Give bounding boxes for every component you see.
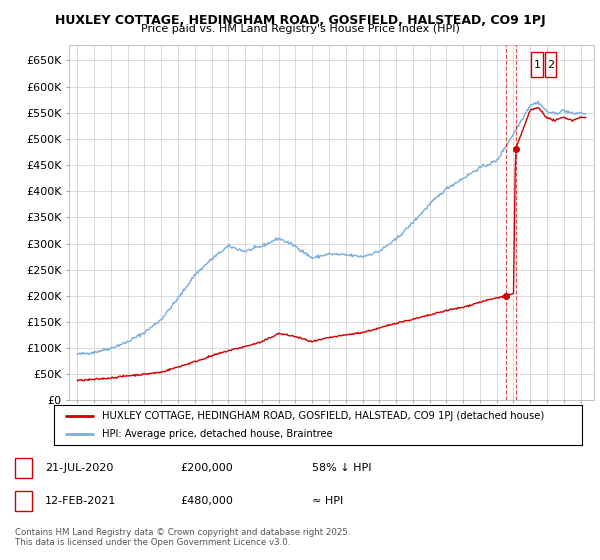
Text: 1: 1 [20, 463, 27, 473]
Text: £480,000: £480,000 [180, 496, 233, 506]
Text: 2: 2 [20, 496, 27, 506]
Text: 12-FEB-2021: 12-FEB-2021 [45, 496, 116, 506]
Text: 2: 2 [547, 60, 554, 69]
Text: ≈ HPI: ≈ HPI [312, 496, 343, 506]
Text: HUXLEY COTTAGE, HEDINGHAM ROAD, GOSFIELD, HALSTEAD, CO9 1PJ: HUXLEY COTTAGE, HEDINGHAM ROAD, GOSFIELD… [55, 14, 545, 27]
Text: 58% ↓ HPI: 58% ↓ HPI [312, 463, 371, 473]
Text: Price paid vs. HM Land Registry's House Price Index (HPI): Price paid vs. HM Land Registry's House … [140, 24, 460, 34]
FancyBboxPatch shape [545, 52, 556, 77]
Text: 1: 1 [533, 60, 541, 69]
Text: Contains HM Land Registry data © Crown copyright and database right 2025.
This d: Contains HM Land Registry data © Crown c… [15, 528, 350, 547]
FancyBboxPatch shape [531, 52, 543, 77]
Text: 21-JUL-2020: 21-JUL-2020 [45, 463, 113, 473]
Text: HUXLEY COTTAGE, HEDINGHAM ROAD, GOSFIELD, HALSTEAD, CO9 1PJ (detached house): HUXLEY COTTAGE, HEDINGHAM ROAD, GOSFIELD… [101, 411, 544, 421]
Text: HPI: Average price, detached house, Braintree: HPI: Average price, detached house, Brai… [101, 430, 332, 439]
Text: £200,000: £200,000 [180, 463, 233, 473]
